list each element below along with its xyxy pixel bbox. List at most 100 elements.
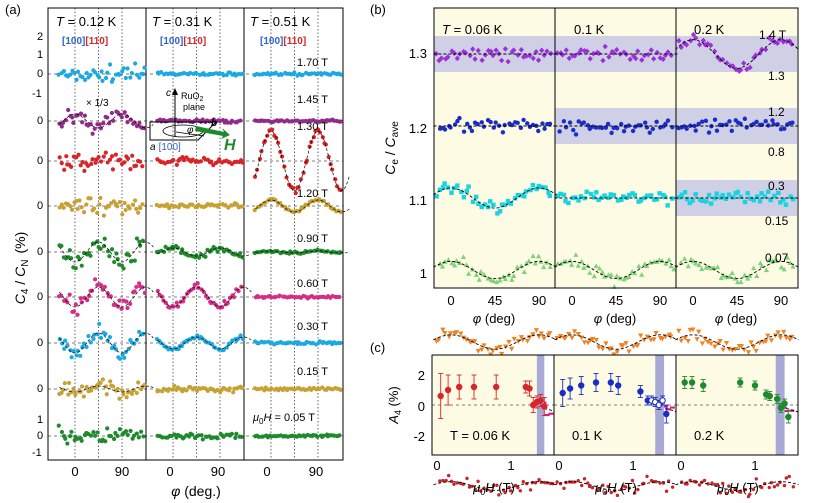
data-point: [56, 72, 61, 77]
data-point: [676, 195, 682, 200]
dir-100-label: [100]: [160, 36, 183, 47]
data-point: [123, 207, 128, 213]
data-point: [606, 484, 610, 489]
data-point: [337, 433, 342, 438]
data-point: [505, 198, 511, 204]
data-point: [754, 477, 758, 481]
data-point: [108, 379, 113, 384]
data-point: [658, 481, 662, 485]
plane-label: RuO2: [181, 91, 204, 103]
data-point: [175, 245, 180, 250]
data-point: [91, 430, 96, 435]
data-point: [775, 330, 781, 336]
data-point: [490, 348, 496, 354]
data-point: [338, 250, 343, 255]
data-point: [78, 296, 83, 301]
data-point: [466, 184, 471, 189]
data-point: [273, 70, 278, 75]
data-point: [493, 47, 499, 53]
data-point: [763, 119, 768, 124]
data-point: [696, 121, 701, 127]
data-point: [614, 273, 620, 279]
data-point: [623, 485, 628, 489]
data-point: [688, 37, 694, 44]
data-point: [497, 344, 503, 350]
data-point: [263, 294, 268, 300]
data-point: [321, 433, 326, 438]
data-point: [68, 348, 73, 353]
data-point: [626, 349, 632, 355]
data-point: [638, 123, 643, 128]
data-point: [338, 187, 343, 193]
data-point: [518, 335, 524, 340]
data-point: [791, 485, 796, 489]
h-field-arrow: [195, 126, 230, 139]
data-point: [784, 476, 789, 480]
data-point: [690, 327, 696, 333]
data-point: [615, 198, 621, 203]
data-point: [730, 195, 736, 200]
panel-c-label: (c): [370, 340, 385, 355]
data-point: [72, 70, 77, 76]
data-point: [599, 346, 606, 352]
data-point: [472, 56, 478, 62]
c-xtick-1-col1: 1: [507, 458, 514, 473]
data-point: [461, 129, 467, 134]
data-point: [78, 111, 84, 116]
dir-100-label: [100]: [260, 36, 283, 47]
data-point: [763, 339, 769, 345]
data-point: [320, 135, 325, 140]
data-point: [307, 144, 312, 149]
data-point: [575, 262, 581, 268]
data-point: [534, 186, 539, 192]
data-point: [668, 263, 674, 269]
data-point: [64, 154, 69, 159]
fit-curve: [255, 199, 350, 213]
data-point: [125, 305, 130, 311]
data-point: [105, 338, 110, 343]
data-point: [729, 128, 735, 134]
data-point: [662, 52, 668, 59]
data-point: [321, 340, 326, 345]
data-point: [635, 343, 641, 348]
data-point: [530, 55, 536, 62]
data-point: [557, 129, 562, 134]
data-point: [225, 301, 230, 306]
data-point: [747, 64, 753, 71]
data-point: [59, 429, 65, 435]
a-ytick-0e: 0: [37, 246, 43, 258]
data-point: [459, 189, 464, 195]
data-point: [99, 283, 104, 288]
data-point: [787, 474, 791, 479]
data-point: [558, 191, 563, 197]
data-point: [438, 479, 442, 483]
data-point: [195, 281, 200, 286]
data-point: [547, 264, 553, 269]
data-point: [107, 121, 112, 126]
data-point: [141, 331, 146, 337]
data-point: [444, 386, 452, 394]
data-point: [669, 406, 675, 409]
data-point: [747, 273, 753, 278]
data-point: [117, 396, 122, 401]
data-point: [137, 239, 142, 244]
data-point: [269, 386, 274, 391]
data-point: [630, 128, 636, 134]
data-point: [236, 288, 241, 294]
data-point: [129, 391, 135, 397]
data-point: [58, 293, 64, 298]
data-point: [512, 196, 518, 201]
c-temp-0.2: 0.2 K: [694, 428, 725, 443]
data-point: [97, 75, 102, 80]
data-point: [751, 344, 757, 350]
data-point: [508, 201, 514, 206]
data-point: [511, 47, 517, 53]
data-point: [541, 264, 547, 270]
data-point: [159, 294, 165, 299]
data-point: [720, 193, 725, 198]
data-point: [518, 489, 522, 493]
data-point: [82, 210, 87, 215]
data-point: [97, 321, 102, 326]
data-point: [571, 329, 578, 335]
data-point: [543, 185, 548, 190]
